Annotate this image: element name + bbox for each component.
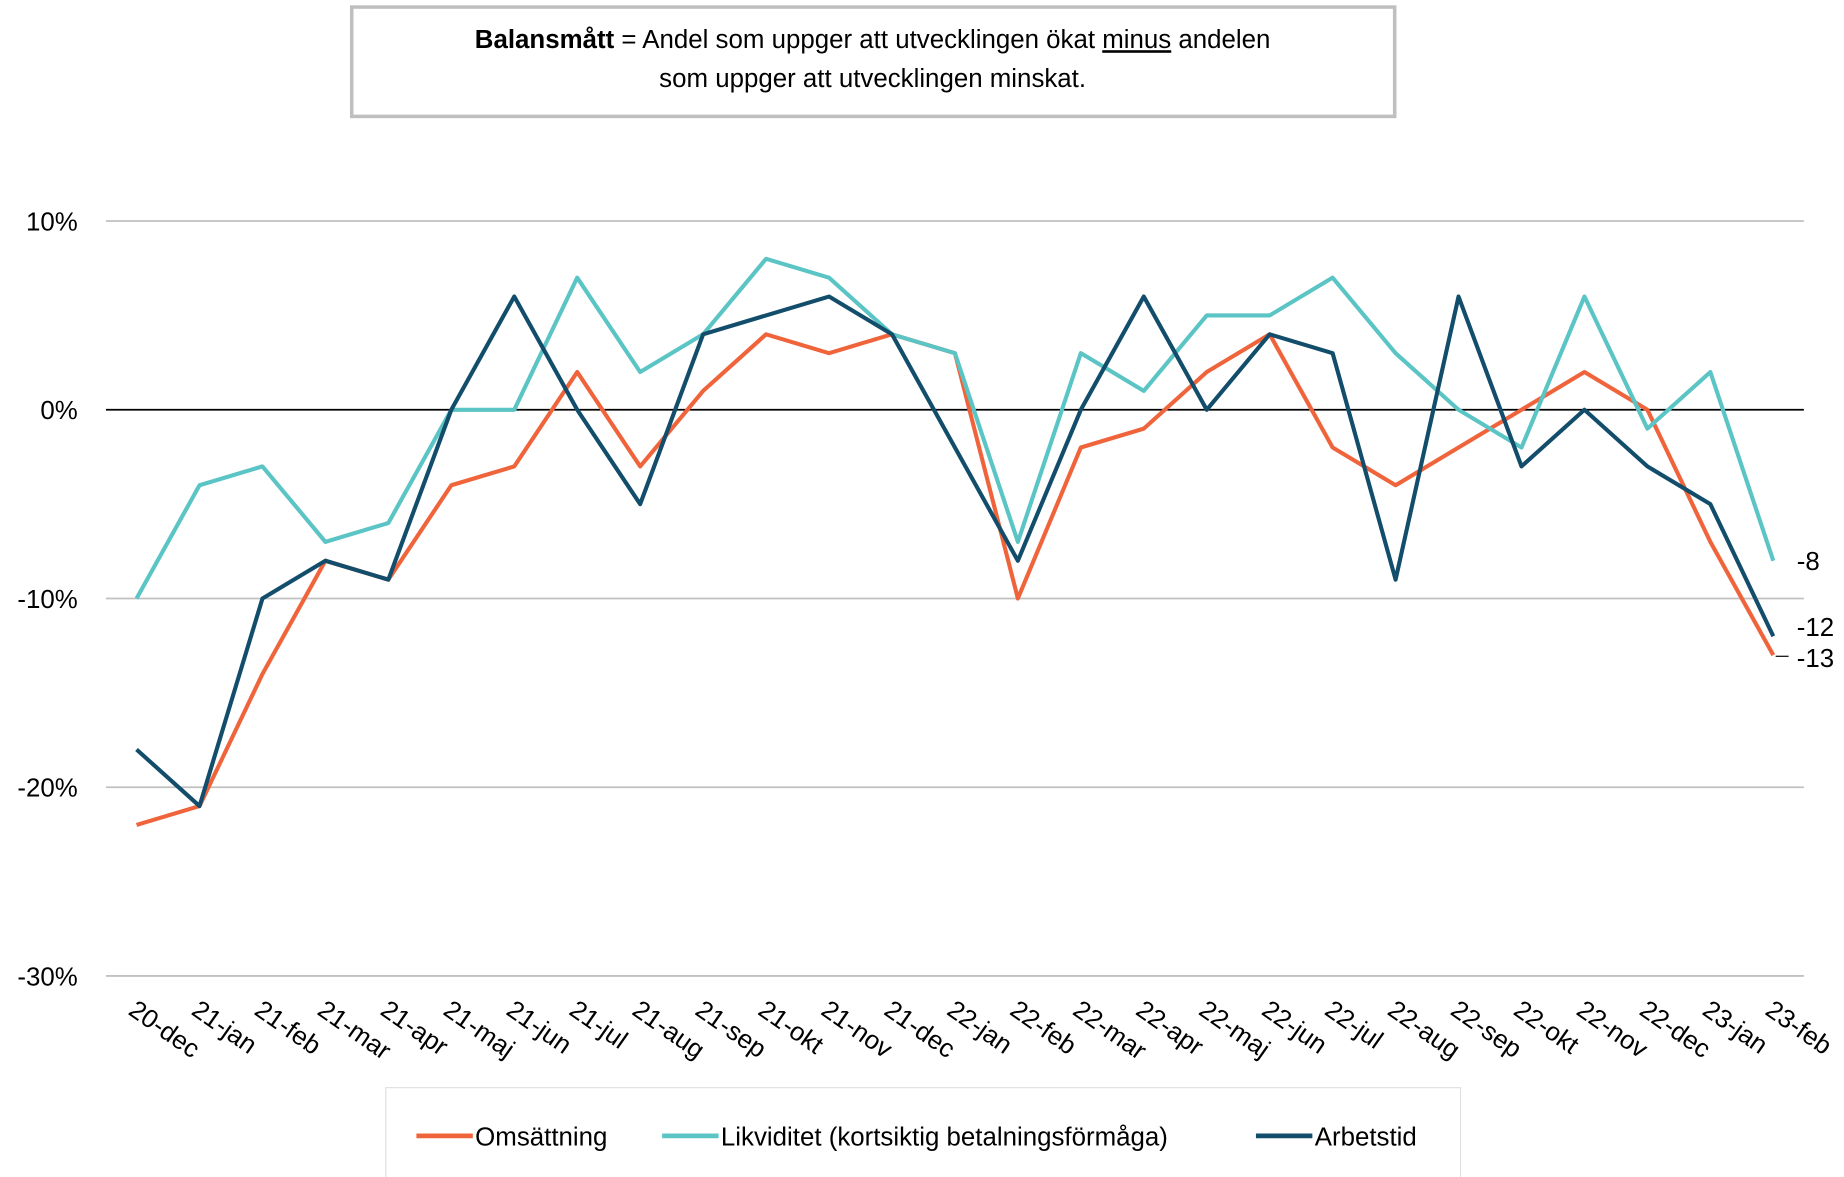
annotation-text: = Andel som uppger att utvecklingen ökat bbox=[614, 26, 1102, 54]
annotation-line: som uppger att utvecklingen minskat. bbox=[659, 65, 1086, 93]
x-tick-label: 21-sep bbox=[690, 996, 771, 1064]
legend-label: Arbetstid bbox=[1315, 1123, 1417, 1151]
x-tick-label: 22-dec bbox=[1635, 996, 1716, 1064]
data-label: -12 bbox=[1797, 614, 1834, 642]
x-tick-label: 22-feb bbox=[1005, 996, 1081, 1061]
x-tick-label: 21-dec bbox=[879, 996, 960, 1064]
annotation-text: andelen bbox=[1171, 26, 1270, 54]
x-tick-label: 22-maj bbox=[1194, 996, 1275, 1064]
y-tick-label: -10% bbox=[17, 586, 77, 614]
annotation-bold: Balansmått bbox=[475, 26, 615, 54]
series-line bbox=[134, 256, 1776, 600]
x-tick-label: 22-jul bbox=[1320, 996, 1388, 1055]
y-tick-label: -30% bbox=[17, 963, 77, 991]
series-line bbox=[135, 294, 1776, 809]
x-tick-label: 22-nov bbox=[1572, 996, 1653, 1064]
annotation-underline: minus bbox=[1102, 26, 1171, 54]
x-tick-label: 23-feb bbox=[1760, 996, 1836, 1061]
x-tick-label: 21-feb bbox=[250, 996, 326, 1061]
x-tick-label: 21-maj bbox=[438, 996, 519, 1064]
annotation-box bbox=[349, 5, 1397, 119]
x-tick-label: 22-sep bbox=[1446, 996, 1527, 1064]
x-tick-label: 21-jul bbox=[564, 996, 632, 1055]
legend-box bbox=[385, 1087, 1462, 1177]
legend-label: Likviditet (kortsiktig betalningsförmåga… bbox=[721, 1123, 1168, 1151]
legend-label: Omsättning bbox=[475, 1123, 607, 1151]
data-label: -13 bbox=[1797, 645, 1834, 673]
x-tick-label: 22-aug bbox=[1383, 996, 1465, 1065]
data-label: -8 bbox=[1797, 548, 1820, 576]
y-tick-label: 10% bbox=[26, 208, 78, 236]
x-tick-label: 21-aug bbox=[627, 996, 709, 1065]
x-tick-label: 20-dec bbox=[124, 996, 205, 1064]
y-tick-label: -20% bbox=[17, 775, 77, 803]
y-tick-label: 0% bbox=[40, 397, 77, 425]
annotation: Balansmått = Andel som uppger att utveck… bbox=[475, 26, 1271, 54]
x-tick-label: 21-nov bbox=[816, 996, 897, 1064]
